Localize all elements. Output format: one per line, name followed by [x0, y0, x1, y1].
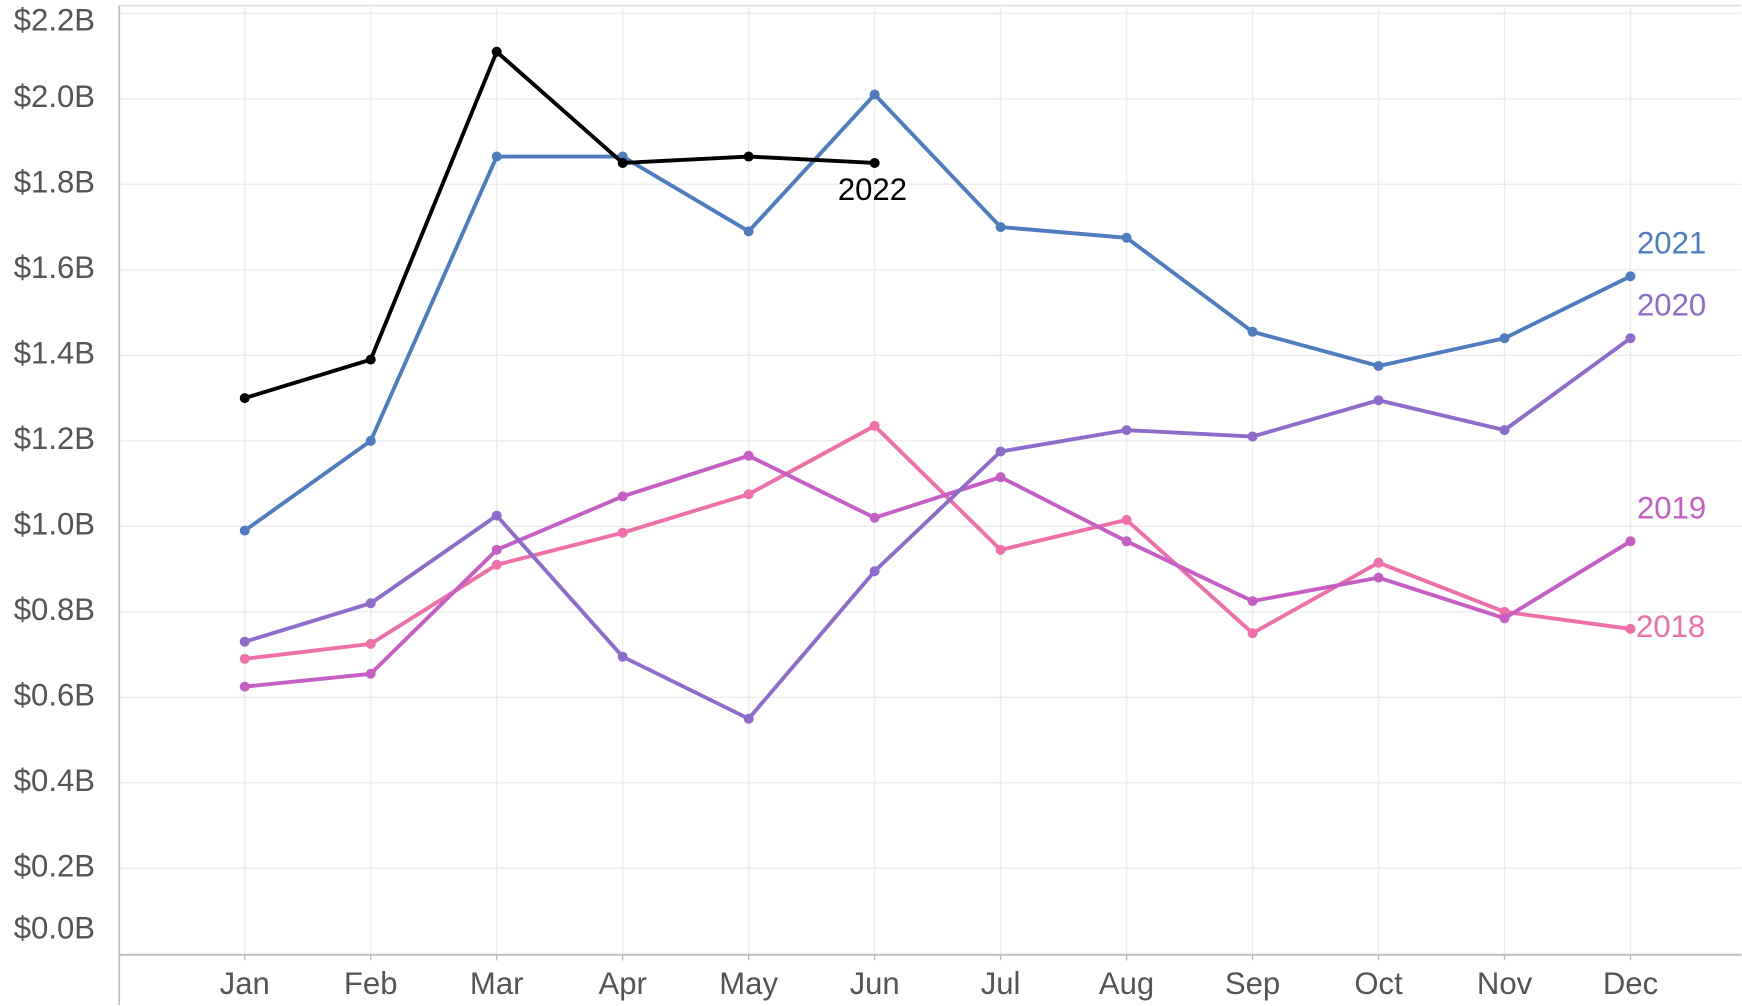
data-point — [239, 393, 250, 404]
y-tick-label: $0.4B — [14, 763, 95, 798]
y-tick-label: $1.0B — [14, 507, 95, 542]
data-point — [869, 89, 880, 100]
x-tick-label: Nov — [1477, 966, 1533, 1001]
series-line — [244, 49, 875, 400]
x-tick-label: Feb — [344, 966, 398, 1001]
data-point — [617, 157, 628, 168]
data-point — [743, 450, 754, 461]
data-point — [869, 157, 880, 168]
data-point — [995, 222, 1006, 233]
data-point — [743, 226, 754, 237]
data-point — [1121, 232, 1132, 243]
data-point — [869, 420, 880, 431]
x-tick-label: Oct — [1354, 966, 1403, 1001]
data-point — [617, 491, 628, 502]
data-point — [743, 151, 754, 162]
data-point — [365, 638, 376, 649]
x-tick-label: Aug — [1099, 966, 1154, 1001]
data-point — [1121, 425, 1132, 436]
data-point — [995, 472, 1006, 483]
y-tick-label: $1.8B — [14, 165, 95, 200]
x-tick-label: Jul — [981, 966, 1021, 1001]
data-point — [617, 527, 628, 538]
data-point — [1625, 536, 1636, 547]
data-point — [1625, 271, 1636, 282]
data-point — [365, 435, 376, 446]
data-point — [743, 489, 754, 500]
data-point — [1247, 431, 1258, 442]
series-line — [244, 336, 1632, 721]
x-tick-label: Jun — [850, 966, 900, 1001]
y-tick-label: $1.6B — [14, 250, 95, 285]
data-point — [1625, 623, 1636, 634]
data-point — [995, 544, 1006, 555]
data-point — [491, 151, 502, 162]
data-point — [869, 512, 880, 523]
series-line — [244, 453, 1632, 689]
data-point — [1625, 333, 1636, 344]
data-point — [1499, 333, 1510, 344]
data-point — [491, 510, 502, 521]
data-point — [239, 653, 250, 664]
data-point — [1499, 613, 1510, 624]
data-point — [239, 636, 250, 647]
data-point — [1373, 395, 1384, 406]
series-label: 2018 — [1636, 609, 1705, 644]
x-tick-label: Sep — [1225, 966, 1280, 1001]
data-point — [995, 446, 1006, 457]
data-point — [365, 668, 376, 679]
data-point — [1247, 628, 1258, 639]
data-point — [1247, 596, 1258, 607]
series-label: 2019 — [1637, 490, 1706, 525]
data-point — [869, 566, 880, 577]
y-tick-label: $1.2B — [14, 421, 95, 456]
x-tick-label: Mar — [470, 966, 524, 1001]
y-tick-label: $0.0B — [14, 911, 95, 946]
series-label: 2020 — [1637, 287, 1706, 322]
data-point — [365, 354, 376, 365]
series-label: 2021 — [1637, 225, 1706, 260]
y-tick-label: $1.4B — [14, 336, 95, 371]
data-point — [1121, 514, 1132, 525]
data-point — [743, 713, 754, 724]
x-tick-label: Dec — [1603, 966, 1658, 1001]
data-point — [491, 559, 502, 570]
data-point — [1247, 326, 1258, 337]
y-tick-label: $0.2B — [14, 849, 95, 884]
data-point — [239, 681, 250, 692]
y-tick-label: $2.2B — [14, 2, 95, 37]
data-point — [239, 525, 250, 536]
y-tick-label: $2.0B — [14, 79, 95, 114]
data-point — [1373, 557, 1384, 568]
y-tick-label: $0.8B — [14, 592, 95, 627]
y-tick-label: $0.6B — [14, 678, 95, 713]
data-point — [1499, 425, 1510, 436]
data-point — [491, 544, 502, 555]
series-line — [243, 92, 1632, 533]
series-label: 2022 — [838, 172, 907, 207]
data-point — [491, 46, 502, 57]
data-point — [365, 598, 376, 609]
data-point — [1121, 536, 1132, 547]
data-point — [617, 651, 628, 662]
x-tick-label: Apr — [598, 966, 646, 1001]
x-tick-label: May — [719, 966, 778, 1001]
series-line — [244, 423, 1631, 661]
data-point — [1373, 572, 1384, 583]
x-tick-label: Jan — [220, 966, 270, 1001]
data-point — [1373, 361, 1384, 372]
